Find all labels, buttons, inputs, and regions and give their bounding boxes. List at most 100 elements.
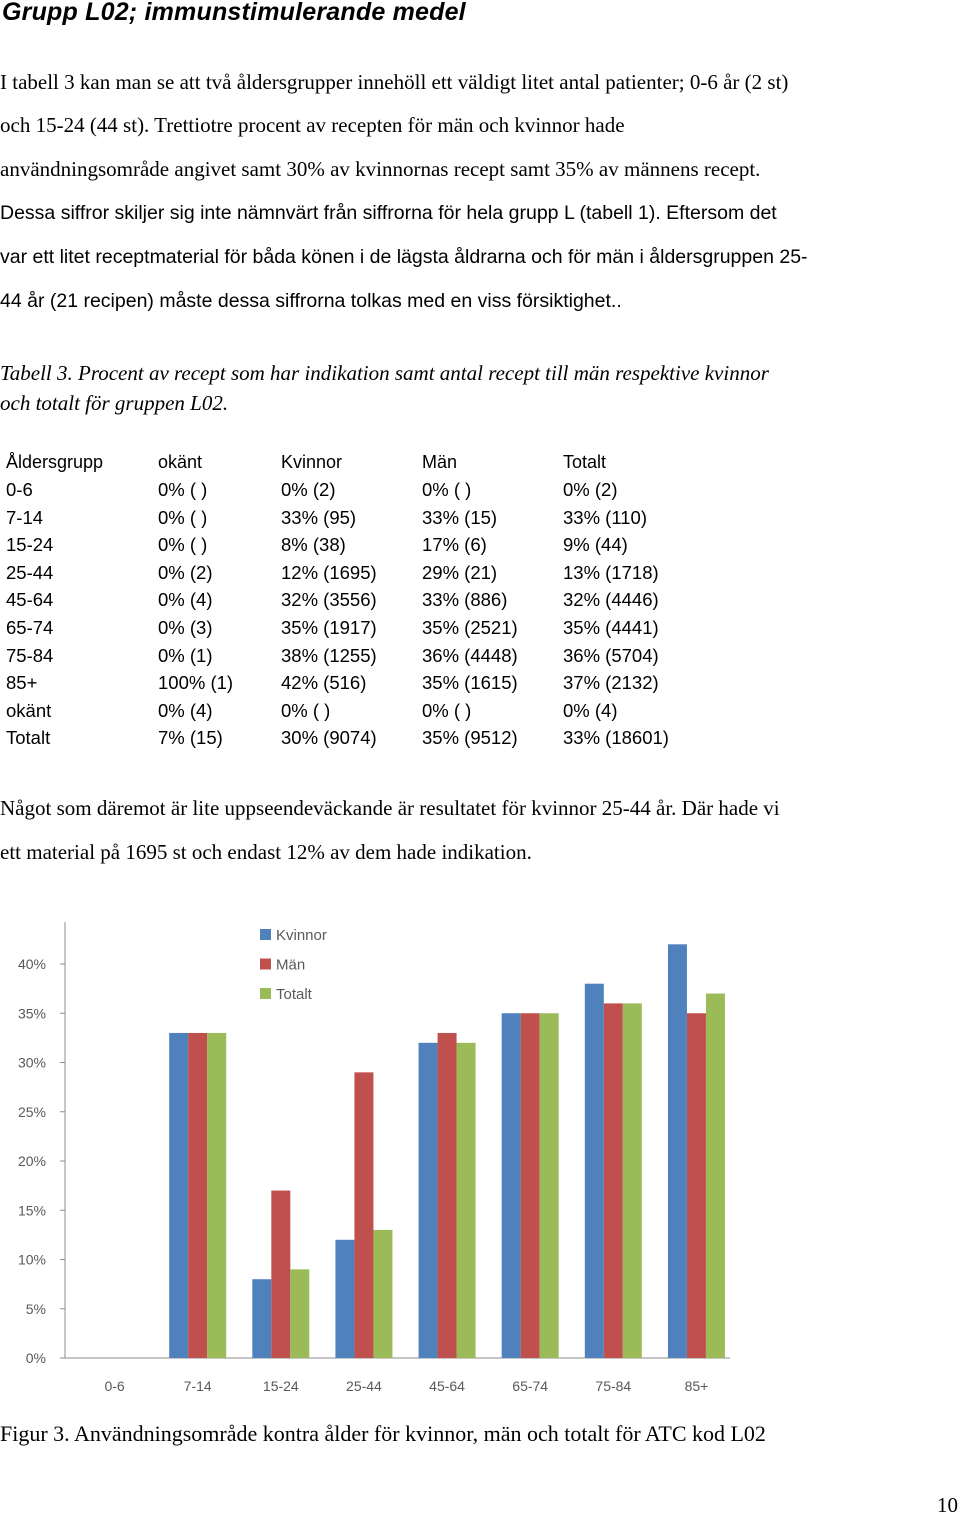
table-header-cell: Åldersgrupp [6, 452, 104, 472]
x-tick-label: 85+ [685, 1378, 709, 1394]
table-cell: 35% (9512) [422, 727, 518, 749]
table-cell: 0% ( ) [158, 479, 208, 500]
table-cell: 33% (886) [422, 589, 508, 611]
table-cell: 35% (1615) [422, 672, 518, 694]
y-tick-label: 0% [26, 1350, 46, 1366]
table-cell: 33% (15) [422, 506, 498, 528]
legend-swatch [260, 958, 271, 970]
table-cell: 33% (110) [563, 506, 647, 528]
table-cell: 0% (2) [563, 479, 618, 500]
table-cell: 100% (1) [158, 672, 234, 694]
x-tick-label: 45-64 [429, 1378, 465, 1394]
bar-kvinnor [584, 983, 604, 1358]
table-cell: 12% (1695) [281, 561, 377, 583]
table-cell: 29% (21) [422, 561, 498, 583]
y-tick-label: 10% [18, 1252, 46, 1268]
after-line-1: Något som däremot är lite uppseendeväcka… [0, 796, 780, 820]
table-cell: 8% (38) [281, 534, 346, 556]
x-tick-label: 0-6 [104, 1378, 124, 1394]
y-tick-label: 30% [18, 1055, 46, 1071]
table-row-label: 75-84 [6, 644, 54, 666]
x-tick-label: 65-74 [512, 1378, 548, 1394]
table-cell: 9% (44) [563, 534, 628, 556]
bar-män [188, 1032, 208, 1358]
table-cell: 35% (4441) [563, 617, 659, 638]
table-header-cell: Totalt [563, 452, 607, 472]
bar-kvinnor [169, 1032, 189, 1358]
y-tick-label: 20% [18, 1153, 46, 1169]
table-cell: 0% ( ) [158, 506, 208, 528]
table-row-label: 15-24 [6, 534, 54, 556]
table-cell: 0% ( ) [158, 534, 208, 556]
bar-totalt [539, 1013, 559, 1358]
table-caption-line-2: och totalt för gruppen L02. [0, 391, 229, 415]
table-cell: 36% (5704) [563, 644, 659, 666]
table-cell: 33% (95) [281, 506, 357, 528]
bar-kvinnor [667, 944, 687, 1358]
intro-line-1: I tabell 3 kan man se att två åldersgrup… [0, 70, 789, 94]
bar-totalt [622, 1003, 642, 1358]
table-cell: 13% (1718) [563, 561, 659, 583]
table-row-label: 7-14 [6, 506, 44, 528]
intro-line-2: och 15-24 (44 st). Trettiotre procent av… [0, 113, 625, 137]
table-row-label: Totalt [6, 727, 51, 749]
table-cell: 32% (3556) [281, 589, 377, 611]
table-cell: 35% (2521) [422, 617, 518, 638]
intro-line-6: 44 år (21 recipen) måste dessa siffrorna… [0, 290, 622, 312]
after-line-2: ett material på 1695 st och endast 12% a… [0, 840, 532, 864]
bar-män [437, 1032, 457, 1358]
y-tick-label: 5% [26, 1301, 46, 1317]
bar-kvinnor [501, 1013, 521, 1358]
table-header-cell: Män [422, 452, 458, 472]
legend-swatch [260, 988, 271, 999]
bar-kvinnor [418, 1042, 438, 1358]
table-cell: 0% ( ) [422, 699, 472, 721]
intro-line-4: Dessa siffror skiljer sig inte nämnvärt … [0, 202, 777, 224]
x-tick-label: 25-44 [346, 1378, 382, 1394]
table-cell: 33% (18601) [563, 727, 669, 749]
table-row-label: okänt [6, 699, 52, 721]
bar-totalt [456, 1042, 476, 1358]
bar-män [354, 1072, 374, 1358]
table-cell: 0% (4) [563, 699, 618, 721]
table-cell: 37% (2132) [563, 672, 659, 694]
legend-swatch [260, 929, 271, 940]
table-cell: 0% (4) [158, 589, 213, 611]
bar-totalt [705, 993, 725, 1358]
table-row-label: 65-74 [6, 617, 54, 638]
bar-totalt [373, 1229, 393, 1358]
table-row-label: 45-64 [6, 589, 54, 611]
table-row-label: 25-44 [6, 561, 54, 583]
x-tick-label: 15-24 [263, 1378, 299, 1394]
figure-caption: Figur 3. Användningsområde kontra ålder … [0, 1421, 766, 1446]
intro-line-5: var ett litet receptmaterial för båda kö… [0, 246, 808, 268]
table-cell: 7% (15) [158, 727, 223, 749]
y-tick-label: 35% [18, 1005, 46, 1021]
y-tick-label: 25% [18, 1104, 46, 1120]
page-heading: Grupp L02; immunstimulerande medel [2, 0, 466, 26]
table-row-label: 0-6 [6, 479, 33, 500]
bar-kvinnor [252, 1279, 272, 1358]
table-cell: 30% (9074) [281, 727, 377, 749]
legend-label: Kvinnor [276, 927, 327, 944]
bar-totalt [290, 1269, 310, 1358]
intro-line-3: användningsområde angivet samt 30% av kv… [0, 157, 761, 181]
table-cell: 38% (1255) [281, 644, 377, 666]
page-number: 10 [937, 1493, 958, 1517]
bar-män [686, 1013, 706, 1358]
x-tick-label: 7-14 [184, 1378, 212, 1394]
table-cell: 42% (516) [281, 672, 367, 694]
y-tick-label: 15% [18, 1202, 46, 1218]
table-cell: 35% (1917) [281, 617, 377, 638]
legend-label: Män [276, 957, 305, 974]
bar-kvinnor [335, 1239, 355, 1358]
bar-chart: 0% 5% 10% 15% 20% 25% 30% 35% 40% 0-6 7-14 15-24 25-… [18, 922, 730, 1394]
table-header-cell: okänt [158, 452, 203, 472]
table-cell: 0% (3) [158, 617, 213, 638]
table-cell: 36% (4448) [422, 644, 518, 666]
bar-män [603, 1003, 623, 1358]
table-header-cell: Kvinnor [281, 452, 343, 472]
y-tick-label: 40% [18, 956, 46, 972]
table-cell: 0% (2) [158, 561, 213, 583]
table-caption-line-1: Tabell 3. Procent av recept som har indi… [0, 361, 769, 385]
